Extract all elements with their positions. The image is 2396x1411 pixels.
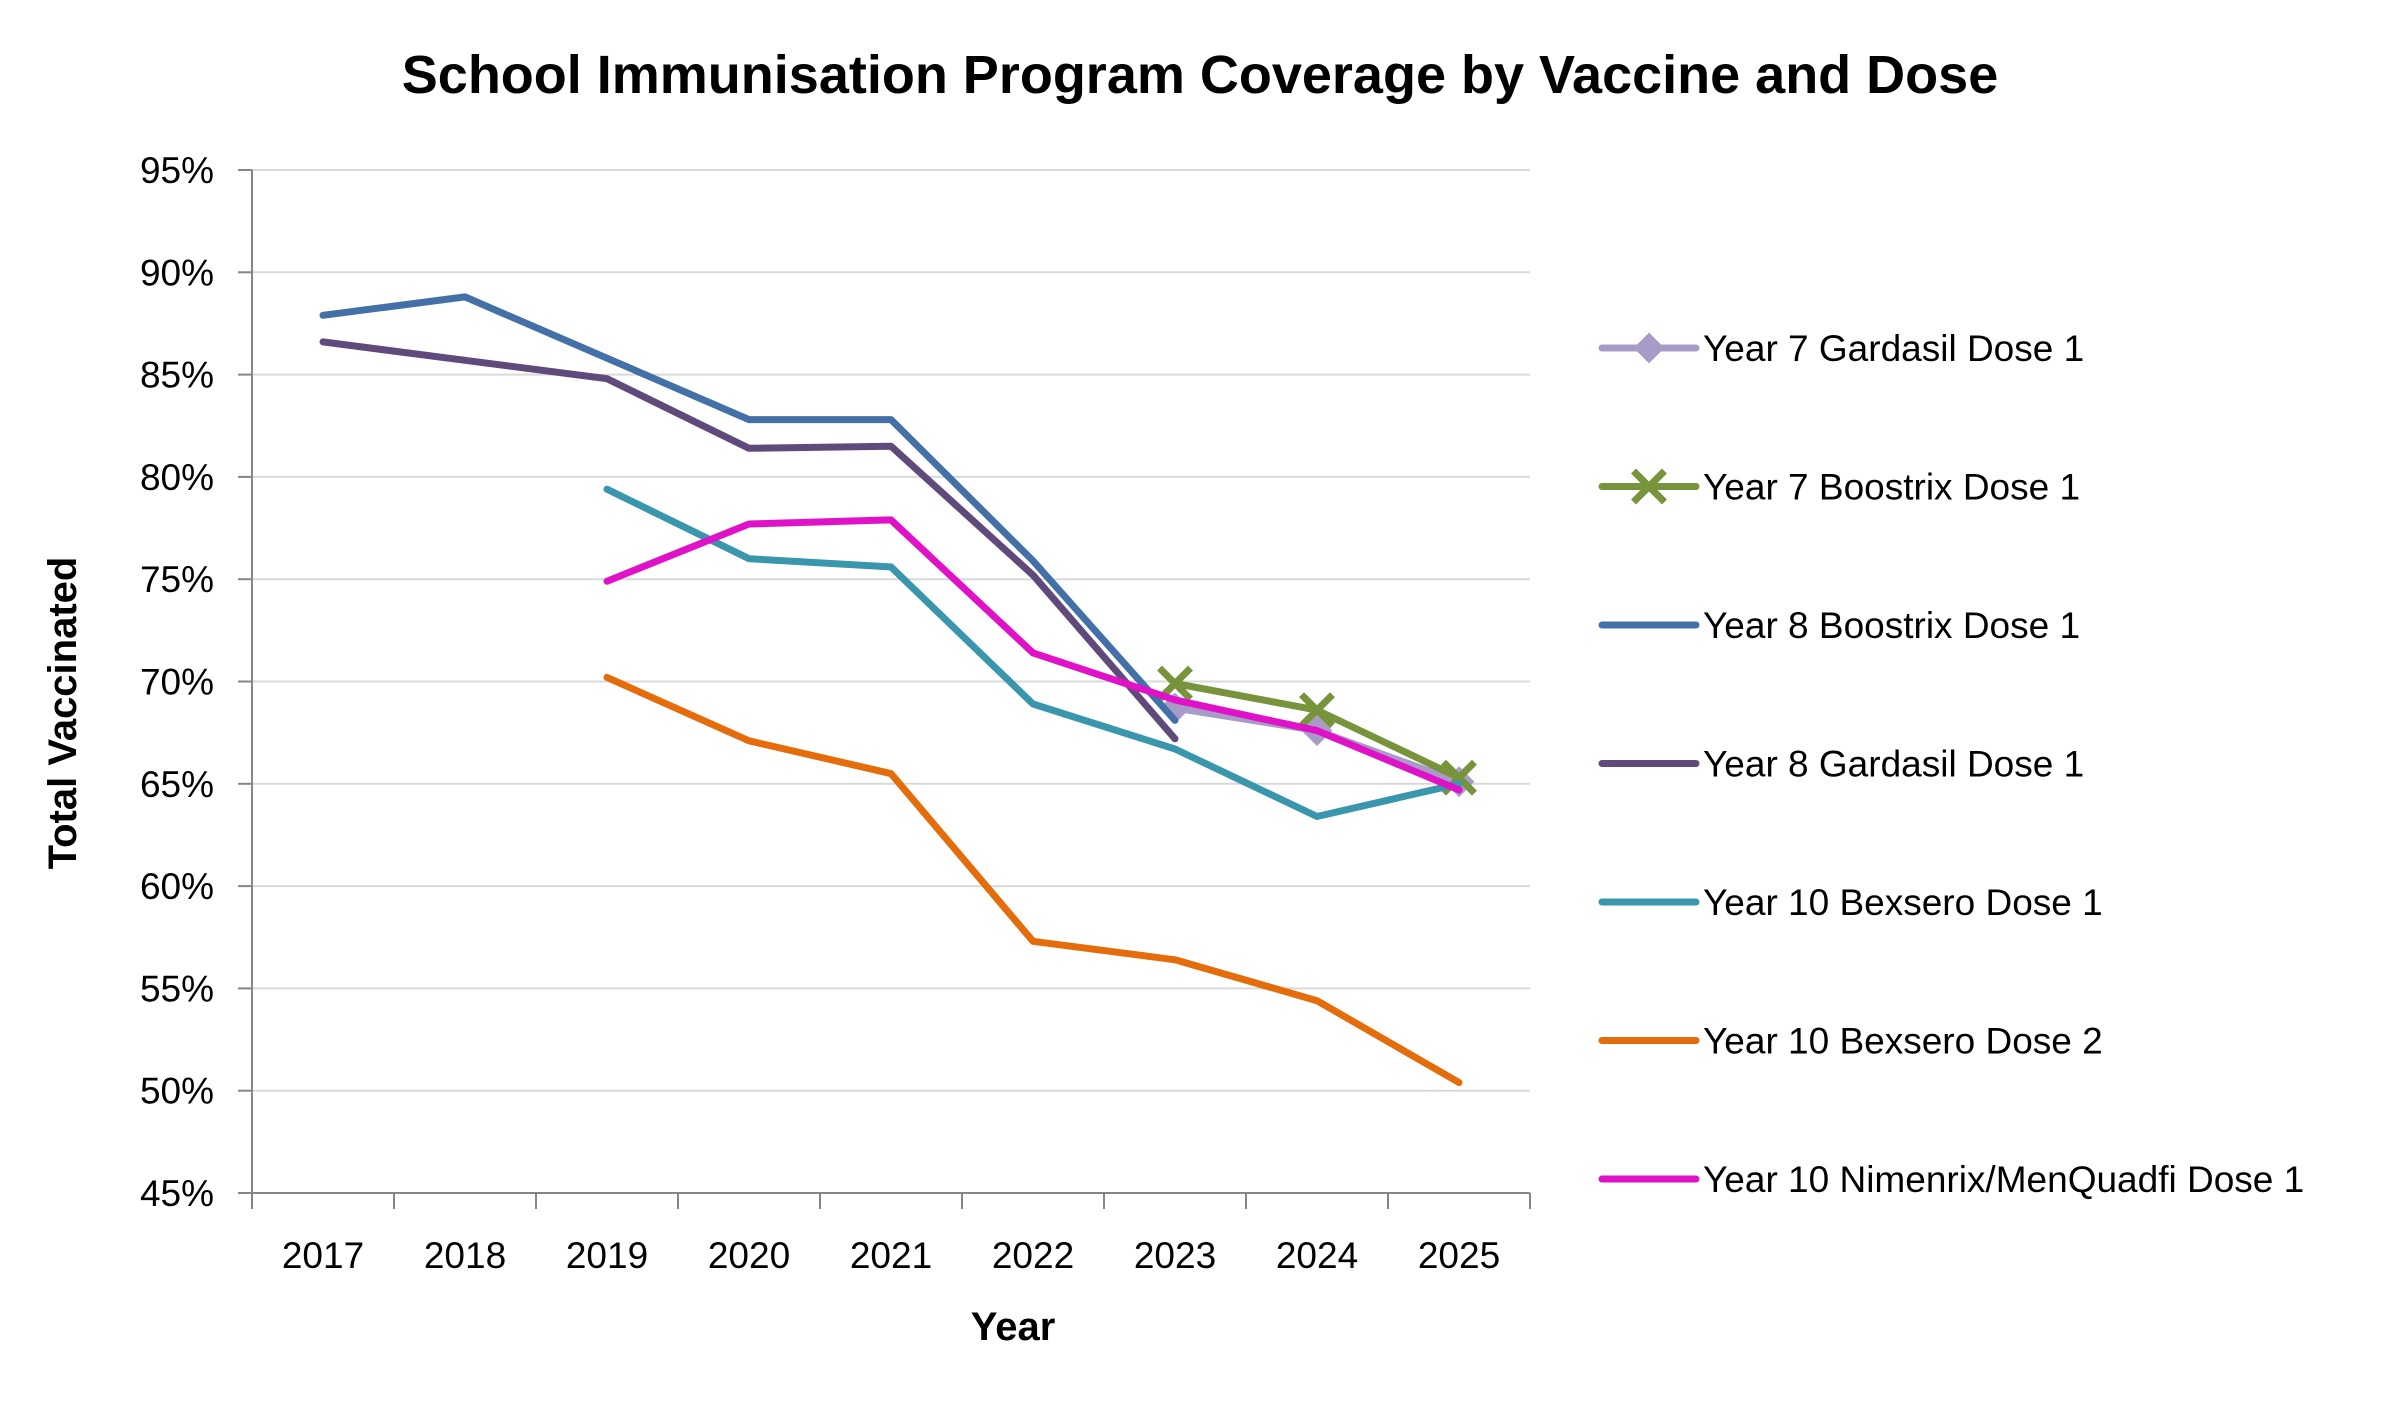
data-point: [1157, 665, 1193, 702]
chart-title: School Immunisation Program Coverage by …: [402, 45, 1998, 105]
x-tick-label: 2019: [566, 1235, 648, 1276]
x-tick-label: 2017: [282, 1235, 364, 1276]
legend-label: Year 8 Boostrix Dose 1: [1703, 605, 2080, 646]
x-tick-label: 2024: [1276, 1235, 1358, 1276]
y-tick-label: 65%: [140, 764, 214, 805]
legend-label: Year 7 Gardasil Dose 1: [1703, 328, 2084, 369]
legend-entry: Year 7 Boostrix Dose 1: [1598, 467, 2080, 508]
x-tick-label: 2018: [424, 1235, 506, 1276]
legend-label: Year 10 Bexsero Dose 2: [1703, 1021, 2103, 1062]
series-year-10-nimenrix-menquadfi-dose-1: [603, 516, 1463, 794]
y-tick-label: 45%: [140, 1173, 214, 1214]
legend-label: Year 7 Boostrix Dose 1: [1703, 467, 2080, 508]
y-tick-label: 75%: [140, 559, 214, 600]
legend-entry: Year 10 Bexsero Dose 1: [1598, 882, 2103, 923]
y-tick-label: 60%: [140, 866, 214, 907]
data-point: [1299, 692, 1335, 729]
series-line: [603, 516, 1463, 794]
x-tick-label: 2022: [992, 1235, 1074, 1276]
series-year-8-boostrix-dose-1: [319, 293, 1179, 724]
axes: 45% 50% 55% 60% 65% 70% 75% 80% 85% 90% 95% 2017 201…: [140, 150, 1531, 1276]
x-axis-title: Year: [971, 1305, 1056, 1349]
legend-entry: Year 8 Gardasil Dose 1: [1598, 744, 2084, 785]
legend-label: Year 8 Gardasil Dose 1: [1703, 744, 2084, 785]
series-year-7-boostrix-dose-1: [1157, 665, 1477, 796]
legend-entry: Year 7 Gardasil Dose 1: [1598, 328, 2084, 369]
legend-label: Year 10 Bexsero Dose 1: [1703, 882, 2103, 923]
y-tick-label: 85%: [140, 355, 214, 396]
y-tick-label: 90%: [140, 252, 214, 293]
legend-entry: Year 10 Bexsero Dose 2: [1598, 1021, 2103, 1062]
legend-marker: [1631, 468, 1667, 505]
y-tick-label: 95%: [140, 150, 214, 191]
legend-marker: [1633, 332, 1665, 364]
series-line: [319, 293, 1179, 724]
y-axis-title: Total Vaccinated: [41, 557, 85, 870]
y-tick-label: 80%: [140, 457, 214, 498]
series-lines: [319, 293, 1477, 1086]
series-year-8-gardasil-dose-1: [319, 338, 1179, 743]
y-tick-label: 70%: [140, 662, 214, 703]
series-line: [319, 338, 1179, 743]
x-tick-label: 2021: [850, 1235, 932, 1276]
legend: Year 7 Gardasil Dose 1 Year 7 Boostrix Do…: [1598, 328, 2304, 1200]
series-line: [603, 485, 1463, 820]
legend-entry: Year 10 Nimenrix/MenQuadfi Dose 1: [1598, 1159, 2304, 1200]
legend-label: Year 10 Nimenrix/MenQuadfi Dose 1: [1703, 1159, 2304, 1200]
x-tick-label: 2023: [1134, 1235, 1216, 1276]
y-tick-label: 55%: [140, 968, 214, 1009]
series-line: [603, 673, 1463, 1086]
gridlines: [252, 169, 1530, 1194]
x-tick-label: 2020: [708, 1235, 790, 1276]
y-tick-label: 50%: [140, 1071, 214, 1112]
series-year-10-bexsero-dose-2: [603, 673, 1463, 1086]
legend-entry: Year 8 Boostrix Dose 1: [1598, 605, 2080, 646]
series-year-10-bexsero-dose-1: [603, 485, 1463, 820]
x-tick-label: 2025: [1418, 1235, 1500, 1276]
